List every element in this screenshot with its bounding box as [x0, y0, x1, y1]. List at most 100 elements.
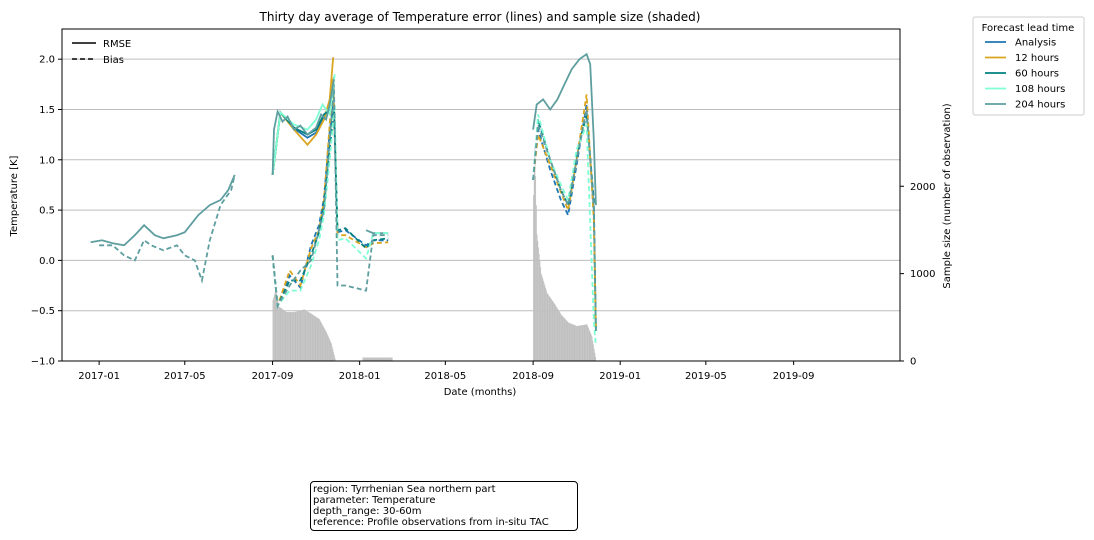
- sample-bar: [303, 309, 305, 361]
- sample-bar: [293, 312, 295, 361]
- sample-bar: [318, 319, 320, 361]
- sample-bar: [331, 343, 332, 361]
- sample-bar: [376, 357, 378, 361]
- sample-bar: [276, 292, 277, 361]
- sample-bar: [581, 325, 583, 361]
- sample-bar: [281, 308, 283, 361]
- sample-bar: [586, 324, 588, 361]
- sample-bar: [535, 176, 537, 361]
- bias-line-12-hours: [532, 94, 597, 331]
- sample-bar: [366, 357, 367, 361]
- sample-bar: [380, 357, 382, 361]
- style-legend: RMSE Bias: [72, 39, 131, 66]
- sample-bar: [274, 291, 276, 361]
- x-tick-label: 2019-09: [773, 371, 815, 382]
- sample-bar: [583, 324, 585, 361]
- sample-bar: [291, 312, 293, 361]
- bias-line-60-hours: [271, 109, 389, 309]
- sample-bar: [330, 341, 332, 361]
- sample-bar: [289, 312, 291, 361]
- sample-bar: [572, 324, 574, 361]
- sample-bar: [550, 299, 552, 361]
- sample-bar: [577, 325, 579, 361]
- sample-bar: [301, 310, 303, 361]
- sample-bar: [571, 324, 573, 361]
- sample-bar: [384, 357, 386, 361]
- sample-bar: [363, 357, 365, 361]
- sample-bar: [537, 240, 539, 361]
- sample-bar: [283, 310, 285, 361]
- sample-bar: [377, 357, 379, 361]
- sample-bar: [332, 349, 334, 361]
- sample-bar: [385, 357, 387, 361]
- sample-bar: [383, 357, 385, 361]
- sample-bar: [538, 247, 539, 361]
- sample-bar: [314, 316, 316, 361]
- sample-bar: [585, 324, 587, 361]
- sample-bar: [560, 314, 562, 361]
- sample-bar: [594, 352, 596, 361]
- sample-bar: [319, 320, 321, 361]
- sample-bar: [296, 311, 297, 361]
- bias-line-204-hours: [532, 109, 597, 331]
- sample-bar: [386, 357, 387, 361]
- sample-bar: [316, 317, 318, 361]
- sample-bar: [292, 312, 294, 361]
- sample-bar: [296, 311, 298, 361]
- sample-bar: [272, 299, 274, 361]
- sample-bar: [321, 322, 322, 361]
- bias-line-analysis: [271, 99, 389, 307]
- sample-bar: [542, 278, 544, 361]
- sample-bar: [548, 294, 549, 361]
- sample-bar: [555, 306, 557, 361]
- info-box: region: Tyrrhenian Sea northern part par…: [310, 481, 578, 531]
- sample-bar: [534, 146, 536, 361]
- rmse-line-204-hours: [532, 52, 597, 206]
- sample-bar: [573, 324, 575, 361]
- sample-bar: [589, 331, 591, 361]
- sample-bar: [554, 304, 556, 361]
- sample-bar: [570, 323, 572, 361]
- sample-bar: [316, 317, 317, 361]
- sample-bar: [575, 325, 577, 361]
- sample-bar: [563, 317, 565, 361]
- sample-bar: [562, 316, 564, 361]
- sample-bar: [553, 302, 554, 361]
- rmse-line-2017: [90, 174, 236, 247]
- sample-bar: [283, 309, 285, 361]
- sample-bar: [306, 310, 307, 361]
- sample-bar: [390, 357, 392, 361]
- sample-bar: [310, 313, 312, 361]
- sample-bar: [590, 333, 592, 361]
- plot-frame: [61, 28, 901, 362]
- sample-bar: [547, 293, 549, 361]
- sample-bar: [536, 234, 538, 361]
- sample-bar: [555, 305, 557, 361]
- sample-bar: [564, 318, 566, 361]
- sample-bar: [298, 310, 300, 361]
- sample-bar: [302, 309, 304, 361]
- sample-bar: [391, 357, 392, 361]
- x-tick-label: 2019-05: [685, 371, 727, 382]
- sample-bar: [294, 311, 296, 361]
- sample-bar: [334, 358, 336, 361]
- sample-bar: [561, 315, 563, 361]
- sample-bar: [326, 332, 327, 361]
- sample-bar: [273, 294, 275, 361]
- sample-bar: [593, 348, 595, 361]
- sample-bar: [574, 325, 576, 361]
- sample-bar: [391, 357, 393, 361]
- sample-bar: [309, 312, 311, 361]
- legend-series-label: 60 hours: [1015, 69, 1059, 80]
- sample-bar: [297, 311, 299, 361]
- info-region: region: Tyrrhenian Sea northern part: [313, 484, 496, 495]
- x-axis: 2017-01 2017-05 2017-09 2018-01 2018-05 2018-…: [78, 361, 815, 382]
- sample-bar: [331, 346, 333, 361]
- legend-rmse: RMSE: [103, 39, 131, 50]
- sample-bar: [321, 324, 323, 361]
- sample-bar: [533, 195, 534, 361]
- sample-bar: [539, 260, 541, 361]
- sample-bar: [276, 296, 278, 361]
- sample-bar: [368, 357, 370, 361]
- y-tick-label: −1.0: [31, 357, 55, 368]
